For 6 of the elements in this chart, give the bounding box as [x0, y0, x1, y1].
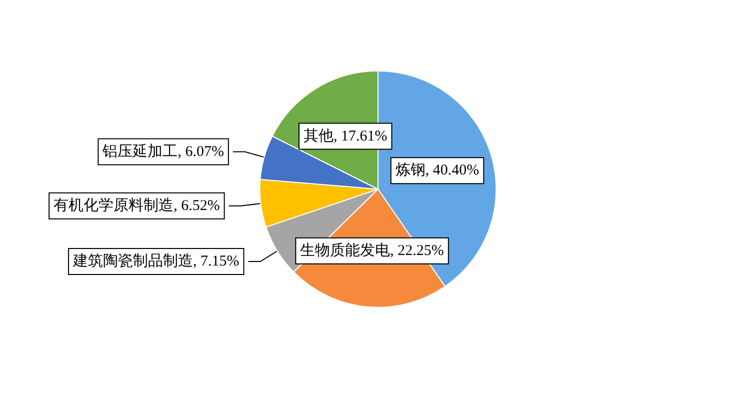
slice-label: 有机化学原料制造, 6.52% — [54, 196, 220, 214]
slice-label: 炼钢, 40.40% — [395, 162, 480, 179]
slice-label: 建筑陶瓷制品制造, 7.15% — [72, 252, 240, 270]
slice-label: 铝压延加工, 6.07% — [102, 142, 224, 160]
slice-label: 生物质能发电, 22.25% — [300, 242, 444, 259]
slice-label: 其他, 17.61% — [303, 127, 388, 144]
